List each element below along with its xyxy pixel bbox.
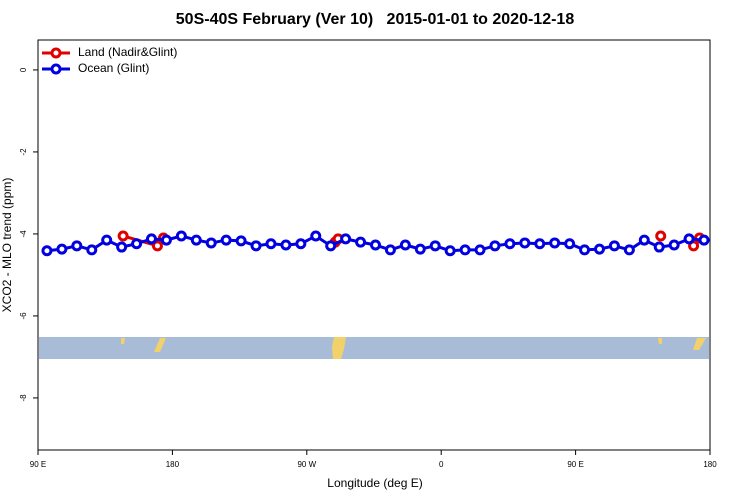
y-tick-label: -6 bbox=[19, 312, 28, 320]
data-point bbox=[549, 237, 561, 249]
map-strip bbox=[39, 337, 709, 359]
data-point bbox=[190, 234, 202, 246]
data-point bbox=[160, 234, 172, 246]
data-point bbox=[71, 240, 83, 252]
x-axis-label: Longitude (deg E) bbox=[327, 476, 422, 490]
data-point bbox=[220, 234, 232, 246]
data-point bbox=[235, 235, 247, 247]
data-point bbox=[698, 234, 710, 246]
data-point bbox=[399, 239, 411, 251]
data-point bbox=[175, 230, 187, 242]
data-point bbox=[429, 240, 441, 252]
legend-marker bbox=[50, 47, 62, 59]
data-point bbox=[355, 236, 367, 248]
data-point bbox=[340, 233, 352, 245]
data-point bbox=[519, 237, 531, 249]
chart-title: 50S-40S February (Ver 10) 2015-01-01 to … bbox=[176, 11, 575, 28]
data-point bbox=[414, 243, 426, 255]
y-tick-label: -4 bbox=[19, 230, 28, 238]
data-point bbox=[41, 245, 53, 257]
data-point bbox=[145, 233, 157, 245]
legend-label: Land (Nadir&Glint) bbox=[78, 45, 177, 59]
data-point bbox=[151, 240, 163, 252]
data-point bbox=[683, 233, 695, 245]
legend-marker bbox=[50, 63, 62, 75]
legend-label: Ocean (Glint) bbox=[78, 61, 149, 75]
y-tick-label: 0 bbox=[19, 67, 28, 72]
y-tick-label: -2 bbox=[19, 148, 28, 156]
data-point bbox=[310, 230, 322, 242]
data-point bbox=[280, 239, 292, 251]
data-point bbox=[369, 239, 381, 251]
data-point bbox=[504, 238, 516, 250]
data-point bbox=[623, 244, 635, 256]
data-point bbox=[116, 241, 128, 253]
x-tick-label: 90 E bbox=[30, 460, 46, 469]
x-tick-label: 0 bbox=[439, 460, 444, 469]
data-point bbox=[608, 240, 620, 252]
data-point bbox=[295, 238, 307, 250]
data-point bbox=[101, 234, 113, 246]
data-point bbox=[444, 245, 456, 257]
data-point bbox=[459, 244, 471, 256]
data-point bbox=[638, 234, 650, 246]
x-tick-label: 180 bbox=[166, 460, 180, 469]
data-point bbox=[593, 243, 605, 255]
data-point bbox=[653, 241, 665, 253]
y-axis-label: XCO2 - MLO trend (ppm) bbox=[0, 178, 14, 313]
x-tick-label: 90 E bbox=[567, 460, 583, 469]
data-point bbox=[564, 238, 576, 250]
data-point bbox=[489, 240, 501, 252]
y-tick-label: -8 bbox=[19, 394, 28, 402]
data-point bbox=[579, 244, 591, 256]
x-tick-label: 180 bbox=[703, 460, 717, 469]
data-point bbox=[117, 230, 129, 242]
data-point bbox=[250, 240, 262, 252]
data-point bbox=[56, 243, 68, 255]
data-point bbox=[668, 239, 680, 251]
data-point bbox=[265, 238, 277, 250]
data-point bbox=[384, 244, 396, 256]
data-point bbox=[325, 240, 337, 252]
data-point bbox=[205, 237, 217, 249]
data-point bbox=[131, 238, 143, 250]
data-point bbox=[474, 244, 486, 256]
data-point bbox=[534, 238, 546, 250]
data-point bbox=[86, 244, 98, 256]
plot-frame bbox=[37, 39, 711, 451]
x-tick-label: 90 W bbox=[297, 460, 316, 469]
data-point bbox=[655, 230, 667, 242]
